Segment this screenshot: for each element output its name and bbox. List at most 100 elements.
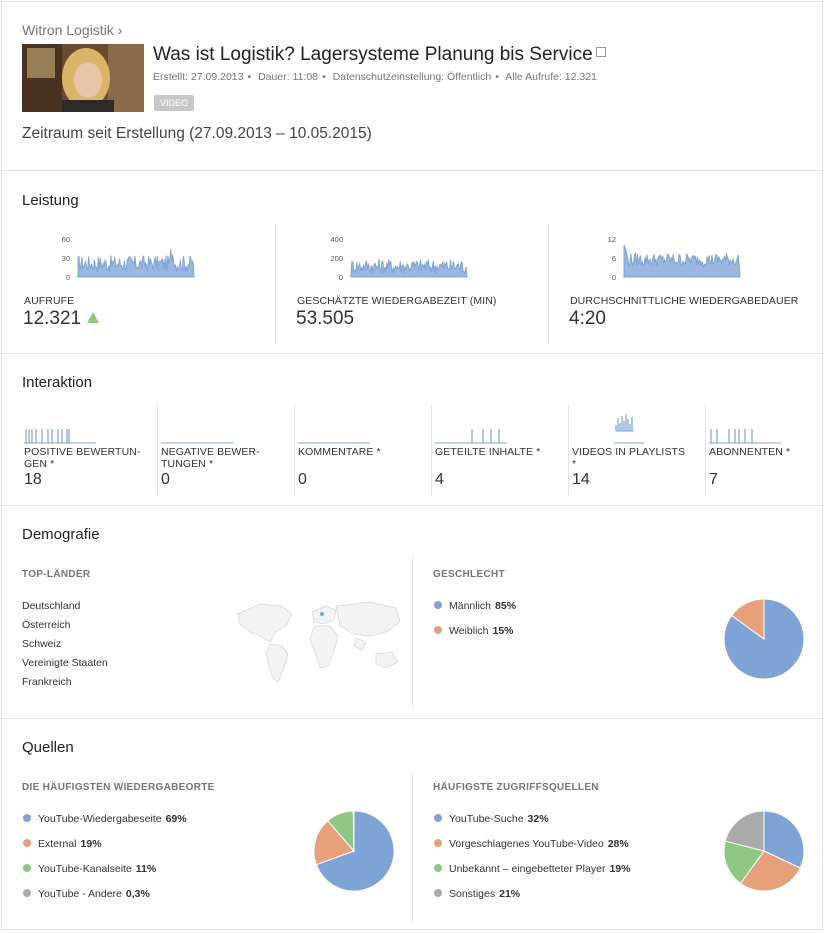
interaction-label: KOMMENTARE * [298,446,381,458]
sparkline-tick: 0 [612,273,616,282]
traffic-source-slice-4 [724,810,765,852]
sparkline-area [77,249,195,278]
legend-label: Sonstiges [449,888,496,900]
sparkline-tick: 30 [62,254,70,263]
legend-percent: 69% [165,813,187,825]
interaction-value: 18 [24,471,42,488]
sparkline-area [623,244,741,278]
interaction-sparkline-5[interactable] [572,404,652,444]
legend-label: Vorgeschlagenes YouTube-Video [449,838,604,850]
legend-percent: 19% [609,863,631,875]
world-map[interactable] [230,592,410,692]
date-range: Zeitraum seit Erstellung (27.09.2013 – 1… [22,125,372,142]
legend-swatch [23,864,31,872]
legend-percent: 21% [499,888,521,900]
legend-label: Unbekannt – eingebetteter Player [449,863,606,875]
metric-label: GESCHÄTZTE WIEDERGABEZEIT (MIN) [297,295,497,307]
legend-swatch [434,889,442,897]
interaction-sparkline-6[interactable] [709,404,789,444]
traffic-sources-heading: HÄUFIGSTE ZUGRIFFSQUELLEN [433,782,599,793]
interaction-value: 14 [572,471,590,488]
legend-label: External [38,838,77,850]
metric-value: 4:20 [569,308,606,329]
video-thumbnail[interactable] [22,44,144,112]
legend-swatch [434,814,442,822]
legend-swatch [23,889,31,897]
meta-privacy: Datenschutzeinstellung: Öffentlich [332,71,492,83]
sparkline-2[interactable]: 400 200 0 [295,232,475,282]
legend-swatch [23,839,31,847]
video-type-badge: VIDEO [154,95,195,111]
legend-percent: 28% [607,838,629,850]
metric-label: AUFRUFE [24,295,75,307]
trend-up-icon [87,312,100,323]
meta-views: Alle Aufrufe: 12.321 [505,71,597,83]
country-item[interactable]: Schweiz [22,638,62,650]
traffic-source-slice-2 [739,850,801,892]
traffic-source-slice-3 [723,840,765,885]
video-meta: Erstellt: 27.09.2013 • Dauer: 11:08 • Date… [153,71,597,83]
interaction-value: 0 [298,471,307,488]
sparkline-3[interactable]: 12 6 0 [568,232,748,282]
legend-percent: 85% [495,600,517,612]
metric-value: 12.321 [23,308,100,330]
metric-label: DURCHSCHNITTLICHE WIEDERGABEDAUER [570,295,799,307]
section-title-leistung: Leistung [22,192,79,209]
legend-label: YouTube-Suche [449,813,524,825]
legend-percent: 11% [135,863,157,875]
video-title-text[interactable]: Was ist Logistik? Lagersysteme Planung b… [153,44,593,65]
gender-legend-item[interactable]: Männlich 85% [434,600,516,612]
top-countries-heading: TOP-LÄNDER [22,569,91,580]
playback-location-legend-item[interactable]: YouTube-Kanalseite 11% [23,863,156,875]
sparkline-1[interactable]: 60 30 0 [22,232,202,282]
sparkline-tick: 400 [330,235,343,244]
interaction-sparkline-1[interactable] [24,404,104,444]
playback-location-legend-item[interactable]: YouTube - Andere 0,3% [23,888,150,900]
interaction-value: 7 [709,471,718,488]
interaction-label: POSITIVE BEWERTUN- GEN * [24,446,141,470]
legend-percent: 19% [80,838,102,850]
sparkline-tick: 60 [62,235,70,244]
interaction-sparkline-4[interactable] [435,404,515,444]
sparkline-tick: 6 [612,254,616,263]
legend-swatch [434,839,442,847]
video-title[interactable]: Was ist Logistik? Lagersysteme Planung b… [153,44,606,66]
external-link-icon[interactable] [595,47,606,57]
playback-locations-pie-chart[interactable] [313,810,395,892]
legend-label: Männlich [449,600,492,612]
country-item[interactable]: Frankreich [22,676,72,688]
country-item[interactable]: Österreich [22,619,71,631]
playback-location-slice-1 [315,810,395,892]
legend-label: Weiblich [449,625,489,637]
interaction-value: 4 [435,471,444,488]
traffic-source-legend-item[interactable]: YouTube-Suche 32% [434,813,549,825]
playback-location-legend-item[interactable]: External 19% [23,838,102,850]
traffic-sources-pie-chart[interactable] [723,810,805,892]
playback-location-slice-4 [352,810,355,852]
interaction-sparkline-2[interactable] [161,404,241,444]
gender-legend-item[interactable]: Weiblich 15% [434,625,514,637]
interaction-value: 0 [161,471,170,488]
country-item[interactable]: Vereinigte Staaten [22,657,108,669]
playback-location-legend-item[interactable]: YouTube-Wiedergabeseite 69% [23,813,187,825]
sparkline-tick: 200 [330,254,343,263]
country-item[interactable]: Deutschland [22,600,81,612]
legend-label: YouTube-Wiedergabeseite [38,813,162,825]
section-title-interaktion: Interaktion [22,374,93,391]
traffic-source-legend-item[interactable]: Sonstiges 21% [434,888,520,900]
traffic-source-slice-1 [763,810,805,869]
channel-link[interactable]: Witron Logistik › [22,22,123,38]
gender-heading: GESCHLECHT [433,569,505,580]
legend-label: YouTube-Kanalseite [38,863,132,875]
sparkline-tick: 12 [608,235,616,244]
map-marker-germany [320,612,324,616]
interaction-sparkline-3[interactable] [298,404,378,444]
playback-location-slice-2 [313,820,355,866]
traffic-source-legend-item[interactable]: Unbekannt – eingebetteter Player 19% [434,863,630,875]
legend-swatch [434,601,442,609]
legend-percent: 0,3% [125,888,150,900]
legend-percent: 15% [492,625,514,637]
traffic-source-legend-item[interactable]: Vorgeschlagenes YouTube-Video 28% [434,838,629,850]
gender-pie-chart[interactable] [723,598,805,680]
playback-locations-heading: DIE HÄUFIGSTEN WIEDERGABEORTE [22,782,215,793]
